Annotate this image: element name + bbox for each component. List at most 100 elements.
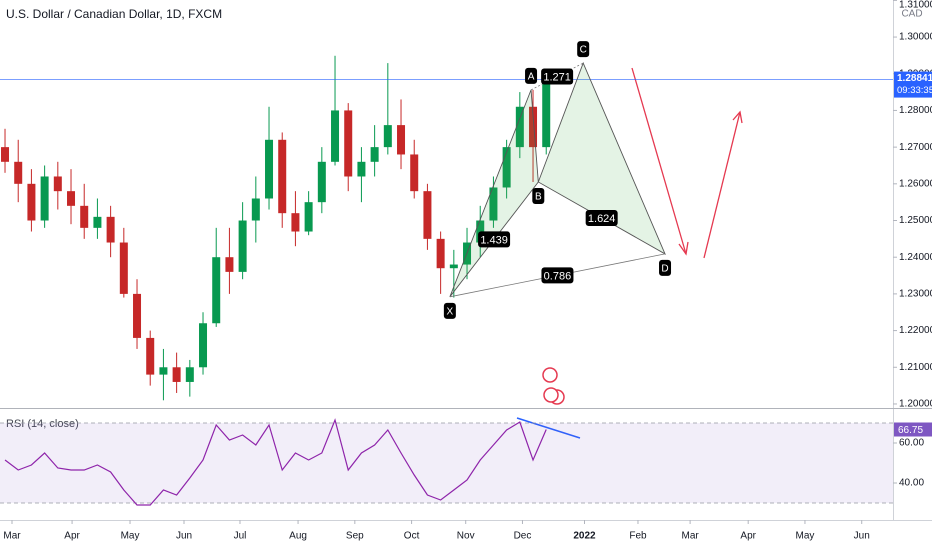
- y-tick-label: 1.30000: [899, 32, 932, 43]
- x-tick-label: Dec: [514, 531, 532, 542]
- candle-body: [1, 147, 10, 162]
- rsi-value-box: [894, 422, 932, 437]
- ratio-label: 0.786: [544, 270, 572, 282]
- candle-body: [304, 202, 313, 232]
- candle-body: [27, 183, 36, 221]
- candle-body: [172, 367, 181, 382]
- candle-body: [212, 257, 221, 324]
- y-tick-label: 1.22000: [899, 325, 932, 336]
- candle-body: [410, 154, 419, 192]
- point-label: B: [535, 192, 542, 203]
- point-box: [532, 187, 545, 204]
- candle-body: [80, 205, 89, 228]
- ratio-box: [585, 209, 618, 226]
- y-tick-label: 1.26000: [899, 178, 932, 189]
- candles: [1, 55, 551, 401]
- candle-body: [476, 220, 485, 243]
- ratio-box: [478, 231, 511, 248]
- x-tick-label: May: [796, 531, 815, 542]
- point-label: D: [661, 264, 668, 275]
- candle-body: [278, 139, 287, 214]
- candle-body: [238, 220, 247, 272]
- candle-body: [14, 161, 23, 184]
- candle-body: [133, 293, 142, 338]
- arrow-down: [631, 67, 687, 255]
- candle-body: [159, 367, 168, 375]
- x-tick-label: Apr: [740, 531, 756, 542]
- ratio-box: [541, 267, 574, 284]
- candle-body: [291, 213, 300, 232]
- ratio-label: 1.439: [480, 234, 508, 246]
- candle-body: [40, 176, 49, 221]
- candle-body: [502, 147, 511, 188]
- x-tick-label: Jul: [234, 531, 247, 542]
- arrow-head: [732, 110, 743, 124]
- x-tick-label: Jun: [854, 531, 870, 542]
- y-tick-label: 1.21000: [899, 362, 932, 373]
- event-icons: [542, 367, 565, 405]
- x-tick-label: Feb: [629, 531, 647, 542]
- y-tick-label: 1.31000: [899, 0, 932, 11]
- candle-body: [93, 216, 102, 228]
- candle-body: [383, 125, 392, 148]
- event-icon: [543, 387, 559, 403]
- rsi-band: [0, 423, 893, 503]
- y-tick-label: 1.28000: [899, 105, 932, 116]
- y-tick-label: 1.27000: [899, 142, 932, 153]
- x-tick-label: Mar: [681, 531, 699, 542]
- candle-body: [397, 125, 406, 155]
- x-tick-label: Aug: [289, 531, 307, 542]
- divergence-line: [516, 417, 581, 439]
- ratio-box: [541, 68, 574, 85]
- candle-body: [529, 106, 538, 148]
- candle-body: [251, 198, 260, 221]
- point-box: [659, 259, 672, 276]
- ratio-label: 1.624: [588, 213, 616, 225]
- harmonic-pattern: 1.439 1.271 1.624 0.786 X A B C D: [443, 41, 672, 319]
- arrow-head: [678, 241, 689, 256]
- candle-body: [423, 191, 432, 239]
- candle-body: [53, 176, 62, 192]
- last-price-label: 1.28841: [897, 73, 932, 84]
- candle-body: [106, 216, 115, 243]
- candle-body: [515, 106, 524, 148]
- y-tick-label: 60.00: [899, 438, 924, 449]
- candle-body: [542, 79, 551, 148]
- candle-body: [67, 191, 76, 206]
- arrows: [631, 67, 743, 259]
- event-icon: [542, 367, 558, 383]
- y-tick-label: 1.23000: [899, 289, 932, 300]
- candle-body: [436, 238, 445, 269]
- point-label: X: [447, 306, 454, 317]
- arrow-up: [703, 111, 741, 259]
- point-label: A: [528, 72, 535, 83]
- last-price-box: [894, 71, 932, 98]
- x-tick-label: Mar: [3, 531, 21, 542]
- chart-title: U.S. Dollar / Canadian Dollar, 1D, FXCM: [6, 7, 222, 21]
- x-tick-label: 2022: [573, 531, 596, 542]
- point-box: [577, 41, 590, 58]
- x-tick-label: Oct: [404, 531, 420, 542]
- y-tick-label: 1.24000: [899, 252, 932, 263]
- candle-body: [265, 139, 274, 199]
- rsi-line: [4, 418, 547, 506]
- currency-label: CAD: [901, 9, 922, 20]
- candle-body: [146, 337, 155, 375]
- candle-body: [370, 147, 379, 162]
- candle-body: [357, 161, 366, 177]
- candle-body: [199, 323, 208, 368]
- y-tick-label: 40.00: [899, 478, 924, 489]
- x-tick-label: Sep: [346, 531, 364, 542]
- rsi-title: RSI (14, close): [6, 418, 79, 430]
- x-tick-label: Nov: [457, 531, 475, 542]
- y-tick-label: 1.25000: [899, 215, 932, 226]
- candle-body: [449, 264, 458, 269]
- y-tick-label: 1.20000: [899, 399, 932, 410]
- candle-body: [185, 367, 194, 382]
- point-box: [443, 302, 456, 319]
- candle-body: [225, 257, 234, 272]
- x-tick-label: Jun: [176, 531, 192, 542]
- point-label: C: [580, 45, 587, 56]
